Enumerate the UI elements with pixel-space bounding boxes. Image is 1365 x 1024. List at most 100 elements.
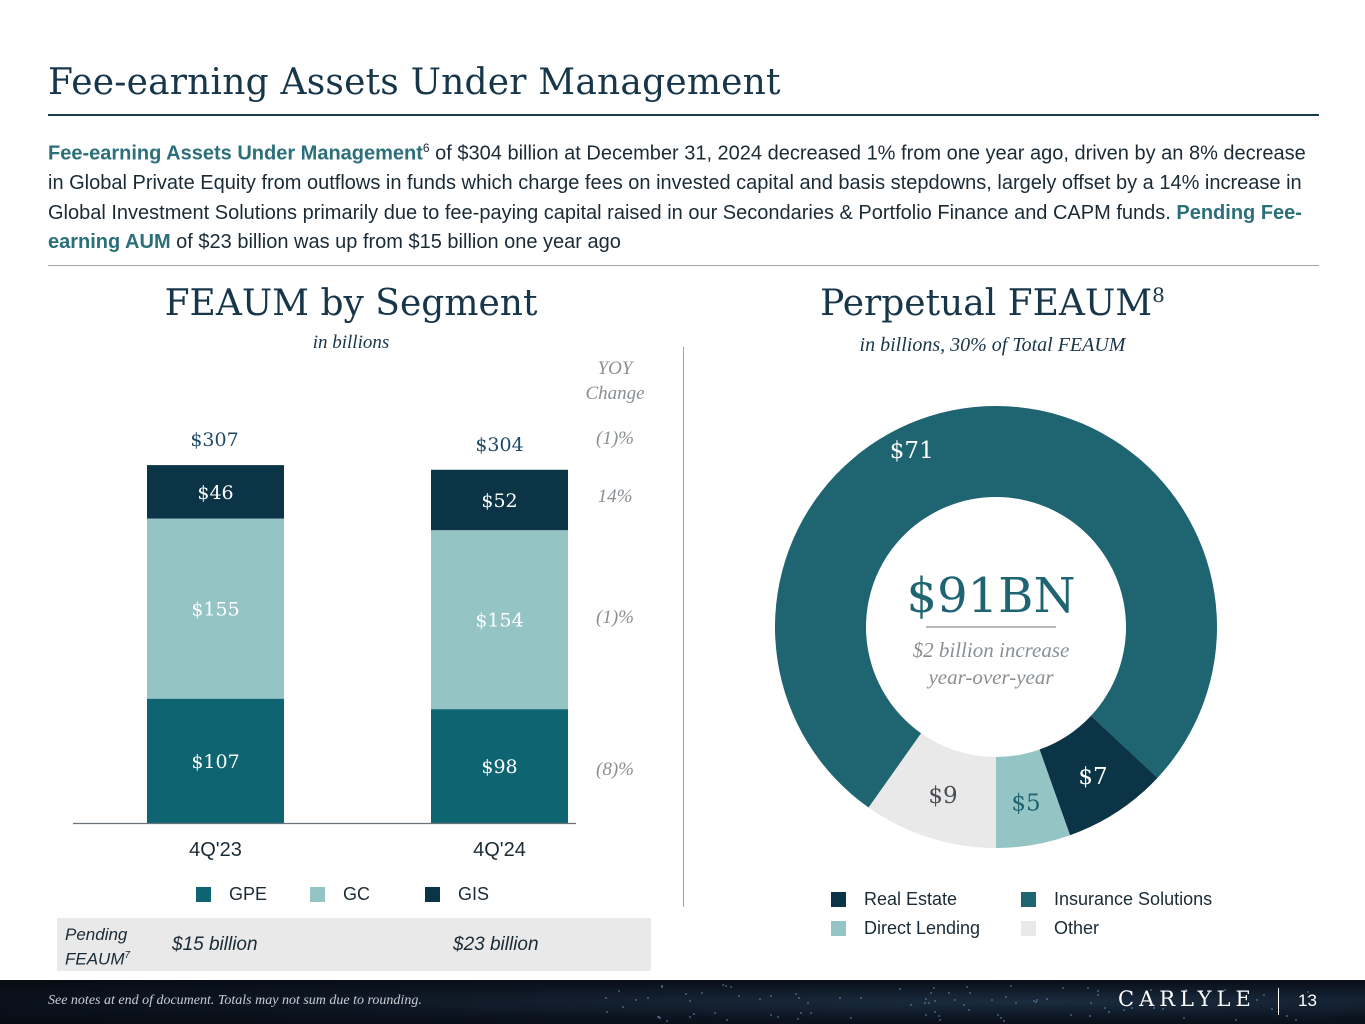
footer-dot [968, 1009, 971, 1012]
footer-dot [925, 997, 928, 1000]
footer-dot [929, 992, 932, 995]
footer-dot [770, 994, 773, 997]
donut-label-real-estate: $7 [1078, 764, 1107, 790]
legend-gis: GIS [425, 884, 489, 905]
yoy-gpe: (8)% [596, 759, 634, 780]
pending-value-4q23: $15 billion [172, 934, 258, 955]
footer-dot [953, 998, 956, 1001]
perpetual-chart-subtitle: in billions, 30% of Total FEAUM [859, 334, 1126, 356]
segment-bar-chart: $107 $155 $46 $307 4Q'23 $98 $154 $52 $304 4Q'24 [73, 429, 576, 861]
x-tick-label-0: 4Q'23 [189, 839, 242, 861]
legend-other-label: Other [1054, 918, 1100, 938]
footer-dot [606, 1011, 609, 1014]
donut-center-note-2: year-over-year [926, 665, 1054, 689]
pending-label-line2: FEAUM [65, 949, 125, 969]
footer-dot [618, 989, 621, 992]
footer-dot [1097, 989, 1100, 992]
footer-dot [1307, 990, 1310, 993]
donut-center-value: $91BN [907, 568, 1076, 624]
footer-dot [661, 986, 664, 989]
footer-dot [795, 992, 798, 995]
footer-dot [776, 1015, 779, 1018]
footer-dot [660, 984, 663, 987]
footer-dot [685, 992, 688, 995]
legend-gpe: GPE [196, 884, 267, 905]
perpetual-title-text: Perpetual FEAUM [820, 283, 1153, 324]
footer-dot [800, 1011, 803, 1014]
footer-dot [1103, 1007, 1106, 1010]
footer-dot [1123, 1009, 1126, 1012]
legend-other: Other [1021, 918, 1099, 939]
bar-gc-0 [147, 518, 284, 699]
footer-dot [898, 987, 901, 990]
pending-feaum-label: Pending FEAUM7 [65, 924, 130, 970]
logo-separator [1278, 988, 1279, 1015]
yoy-header: YOY Change [570, 356, 660, 406]
intro-highlight-feaum: Fee-earning Assets Under Management [48, 142, 423, 165]
bar-label-gc-1: $154 [475, 610, 523, 632]
footer-dot [726, 1019, 729, 1022]
bar-label-gpe-1: $98 [481, 756, 517, 778]
footer-dot [798, 996, 801, 999]
donut-label-insurance-solutions: $71 [890, 438, 934, 464]
footer-dot [657, 1015, 660, 1018]
bar-gpe-0 [147, 698, 284, 823]
legend-gpe-swatch [196, 887, 211, 902]
yoy-header-line2: Change [585, 383, 645, 404]
legend-gc-swatch [310, 887, 325, 902]
footer-dot [965, 985, 968, 988]
pending-feaum-box [57, 918, 651, 971]
footer-dot [713, 1011, 716, 1014]
footer-dot [1003, 1019, 1006, 1022]
footer-dot [1306, 995, 1309, 998]
footer-dot [1235, 1018, 1238, 1021]
footer-dot [1014, 1001, 1017, 1004]
page-title: Fee-earning Assets Under Management [48, 62, 781, 103]
segment-chart-subtitle: in billions [312, 332, 390, 353]
footer-dot [939, 1018, 942, 1021]
bar-gis-1 [431, 469, 568, 531]
footer-dot [839, 996, 842, 999]
footer-dot [933, 999, 936, 1002]
footer-dot [1185, 988, 1187, 991]
footer-dot [1089, 1001, 1092, 1004]
footer-dot [1255, 998, 1258, 1001]
yoy-gis: 14% [597, 486, 633, 507]
footer-dot [1270, 1008, 1273, 1011]
footer-dot [810, 1012, 813, 1015]
footer-dot [721, 984, 724, 987]
footer-dot [658, 1015, 661, 1018]
footer-dot [737, 994, 740, 997]
footer-dot [797, 1018, 800, 1021]
legend-direct-lending: Direct Lending [831, 918, 980, 939]
yoy-gc: (1)% [596, 607, 634, 628]
footer-dot [759, 998, 762, 1001]
footer-dot [647, 996, 650, 999]
legend-other-swatch [1021, 921, 1036, 936]
panel-divider [683, 347, 684, 907]
intro-highlight-pending: Pending Fee-earning AUM [48, 201, 1302, 254]
footer-dot [924, 1014, 927, 1017]
footer-dot [605, 996, 608, 999]
donut-slice-real-estate [1039, 715, 1158, 836]
footer-dot [927, 1002, 930, 1005]
bar-label-gis-1: $52 [481, 490, 517, 512]
bar-gc-1 [431, 530, 568, 710]
bar-gpe-1 [431, 709, 568, 823]
footer-dot [1107, 1010, 1110, 1013]
bar-label-gc-0: $155 [191, 599, 239, 621]
legend-gc-label: GC [343, 884, 370, 904]
footer-dot [689, 999, 692, 1002]
bar-total-label-1: $304 [475, 434, 523, 456]
footer-dot [635, 998, 638, 1001]
intro-paragraph: Fee-earning Assets Under Management6 of … [48, 134, 1323, 258]
title-divider [48, 114, 1319, 116]
x-tick-label-1: 4Q'24 [473, 839, 526, 861]
donut-slice-other [868, 733, 996, 848]
pending-label-line1: Pending [65, 925, 128, 944]
legend-gpe-label: GPE [229, 884, 268, 904]
footer-dot [806, 1001, 809, 1004]
legend-gis-label: GIS [458, 884, 490, 904]
footer-dot [1263, 993, 1266, 996]
footer-dot [910, 1003, 913, 1006]
